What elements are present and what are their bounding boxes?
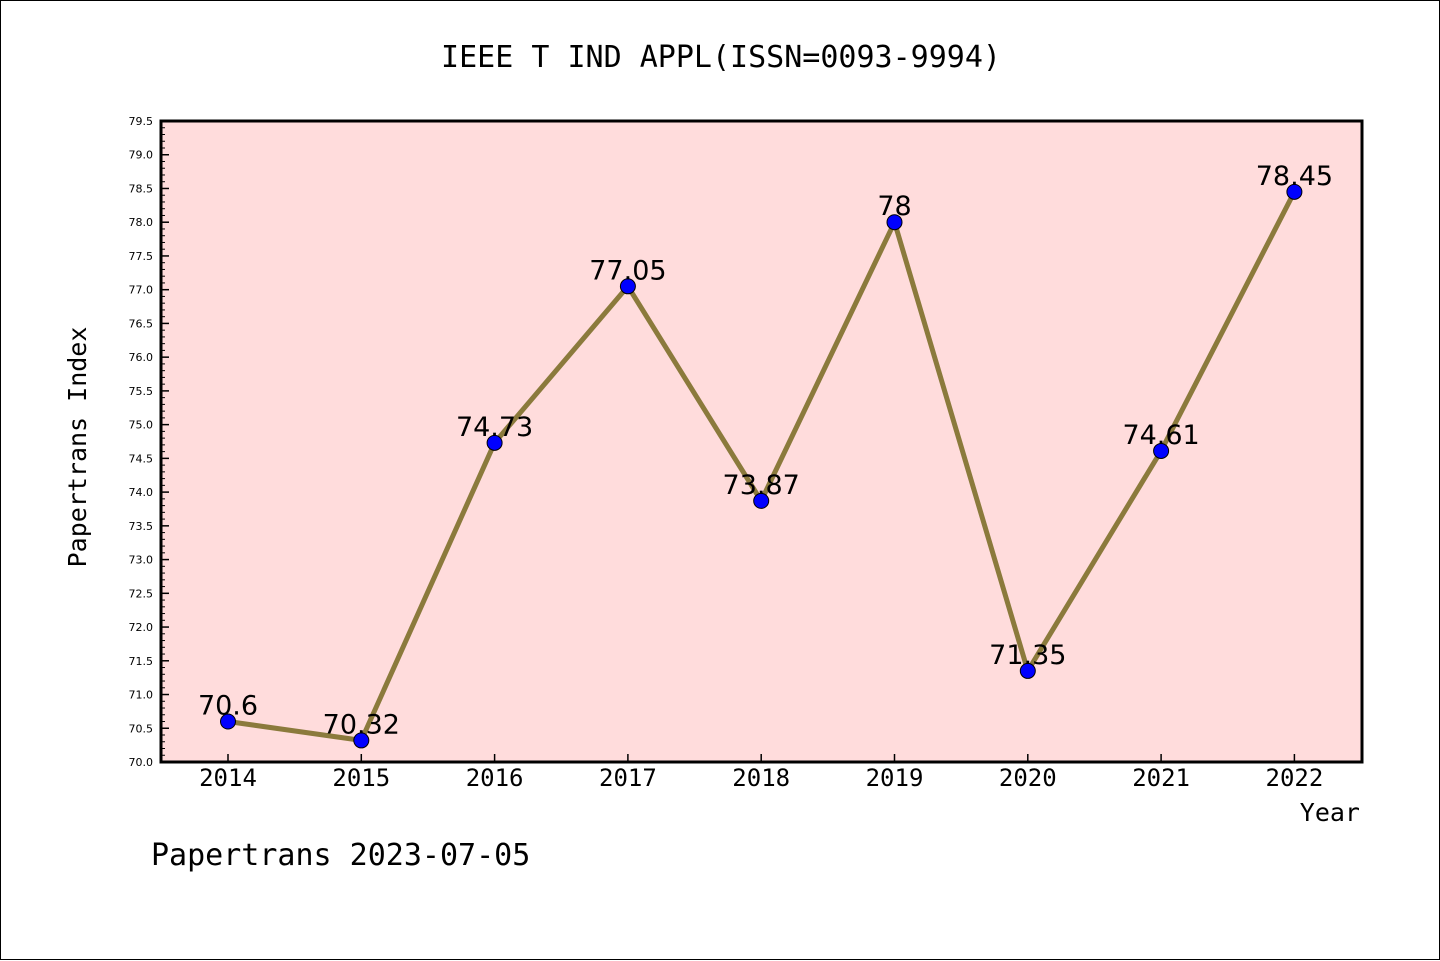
y-tick-label: 72.0 <box>129 621 154 634</box>
y-tick-label: 70.5 <box>129 722 154 735</box>
data-point <box>486 434 503 451</box>
data-point <box>1019 662 1036 679</box>
y-tick-label: 79.5 <box>129 115 154 128</box>
x-tick-label: 2019 <box>866 764 924 792</box>
y-tick-label: 71.0 <box>129 689 154 702</box>
chart-title: IEEE T IND APPL(ISSN=0093-9994) <box>441 40 1001 75</box>
y-tick-label: 71.5 <box>129 655 154 668</box>
data-label: 78 <box>877 191 911 222</box>
x-tick-label: 2021 <box>1132 764 1190 792</box>
x-tick-label: 2015 <box>332 764 390 792</box>
y-axis-label: Papertrans Index <box>63 327 92 568</box>
data-labels: 70.6 70.32 74.73 77.05 73.87 78 71.35 74.61 78.4… <box>198 161 1333 741</box>
x-tick-label: 2014 <box>199 764 257 792</box>
y-tick-label: 70.0 <box>129 756 154 769</box>
data-point <box>1286 183 1303 200</box>
y-tick-label: 74.5 <box>129 452 154 465</box>
x-tick-label: 2017 <box>599 764 657 792</box>
x-axis-label: Year <box>1300 798 1360 827</box>
y-tick-label: 76.0 <box>129 351 154 364</box>
data-point <box>353 732 370 749</box>
data-label: 71.35 <box>989 640 1066 671</box>
y-tick-label: 74.0 <box>129 486 154 499</box>
data-point <box>1153 442 1170 459</box>
data-label: 70.6 <box>198 691 258 722</box>
y-tick-label: 77.0 <box>129 284 154 297</box>
data-point <box>220 713 236 730</box>
y-tick-label: 75.0 <box>129 419 154 432</box>
plot-area <box>159 119 1364 764</box>
x-tick-label: 2016 <box>466 764 524 792</box>
data-label: 74.73 <box>456 412 533 443</box>
y-tick-label: 79.0 <box>129 149 154 162</box>
x-tick-label: 2022 <box>1266 764 1324 792</box>
data-point <box>886 214 903 231</box>
data-label: 73.87 <box>723 470 800 501</box>
y-tick-label: 75.5 <box>129 385 154 398</box>
data-label: 77.05 <box>589 255 666 286</box>
data-label: 74.61 <box>1122 420 1199 451</box>
y-tick-label: 72.5 <box>129 587 154 600</box>
y-tick-label: 73.0 <box>129 554 154 567</box>
y-axis: 70.0 70.5 71.0 71.5 72.0 72.5 73.0 73.5 74.0 74.5… <box>129 115 169 769</box>
series-markers <box>220 183 1303 749</box>
y-tick-label: 78.0 <box>129 216 154 229</box>
x-tick-label: 2020 <box>999 764 1057 792</box>
data-point <box>753 492 770 509</box>
data-label: 78.45 <box>1256 161 1333 192</box>
x-axis: 2014 2015 2016 2017 2018 2019 2020 2021 2022 <box>199 754 1323 792</box>
y-tick-label: 78.5 <box>129 182 154 195</box>
data-point <box>619 278 636 295</box>
y-tick-label: 76.5 <box>129 317 154 330</box>
y-tick-label: 77.5 <box>129 250 154 263</box>
y-tick-label: 73.5 <box>129 520 154 533</box>
data-label: 70.32 <box>323 709 400 740</box>
footer-text: Papertrans 2023-07-05 <box>151 838 530 873</box>
x-tick-label: 2018 <box>732 764 790 792</box>
